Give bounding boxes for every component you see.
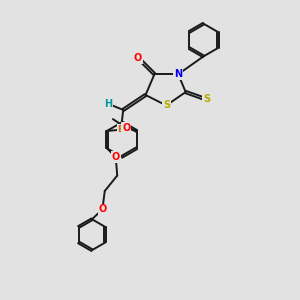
Text: O: O	[98, 204, 106, 214]
Text: N: N	[174, 69, 182, 79]
Text: O: O	[122, 123, 130, 133]
Text: H: H	[104, 99, 112, 109]
Text: S: S	[163, 100, 170, 110]
Text: O: O	[134, 53, 142, 63]
Text: O: O	[112, 152, 120, 162]
Text: S: S	[203, 94, 210, 104]
Text: Br: Br	[118, 125, 129, 134]
